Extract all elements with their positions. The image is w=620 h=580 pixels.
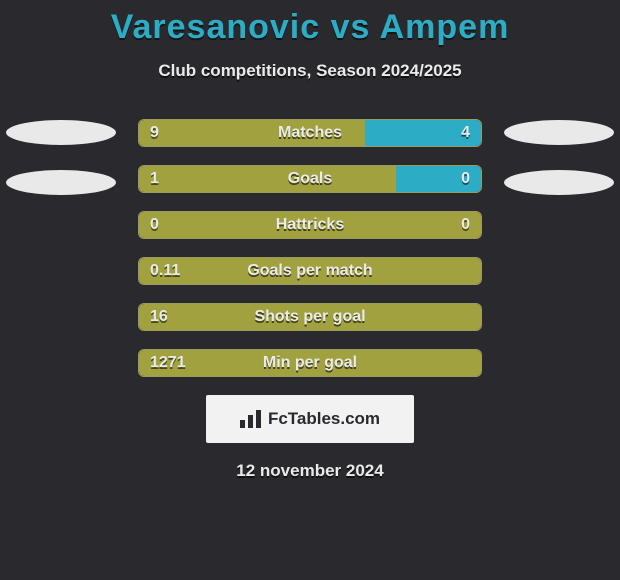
value-left: 0 — [150, 211, 159, 239]
value-right: 0 — [461, 165, 470, 193]
bar-left-segment — [139, 304, 481, 330]
value-left: 16 — [150, 303, 168, 331]
page-subtitle: Club competitions, Season 2024/2025 — [0, 61, 620, 81]
bar-track — [138, 211, 482, 239]
value-left: 1271 — [150, 349, 186, 377]
left-marker-ellipse — [6, 120, 116, 145]
stat-row: Goals10 — [0, 165, 620, 193]
date-caption: 12 november 2024 — [0, 461, 620, 481]
stat-row: Hattricks00 — [0, 211, 620, 239]
stat-row: Shots per goal16 — [0, 303, 620, 331]
bar-left-segment — [139, 350, 481, 376]
bar-track — [138, 303, 482, 331]
brand-text: FcTables.com — [268, 409, 380, 429]
stat-row: Min per goal1271 — [0, 349, 620, 377]
right-marker-ellipse — [504, 170, 614, 195]
left-marker-ellipse — [6, 170, 116, 195]
value-right: 0 — [461, 211, 470, 239]
page-title: Varesanovic vs Ampem — [0, 0, 620, 47]
brand-bars-icon — [240, 410, 262, 428]
right-marker-ellipse — [504, 120, 614, 145]
stat-row: Matches94 — [0, 119, 620, 147]
value-left: 1 — [150, 165, 159, 193]
brand-badge: FcTables.com — [206, 395, 414, 443]
bar-track — [138, 257, 482, 285]
comparison-chart: Matches94Goals10Hattricks00Goals per mat… — [0, 119, 620, 377]
value-right: 4 — [461, 119, 470, 147]
bar-left-segment — [139, 120, 365, 146]
bar-left-segment — [139, 212, 481, 238]
stat-row: Goals per match0.11 — [0, 257, 620, 285]
value-left: 0.11 — [150, 257, 180, 285]
bar-track — [138, 349, 482, 377]
value-left: 9 — [150, 119, 159, 147]
bar-left-segment — [139, 258, 481, 284]
bar-track — [138, 165, 482, 193]
bar-left-segment — [139, 166, 396, 192]
bar-track — [138, 119, 482, 147]
